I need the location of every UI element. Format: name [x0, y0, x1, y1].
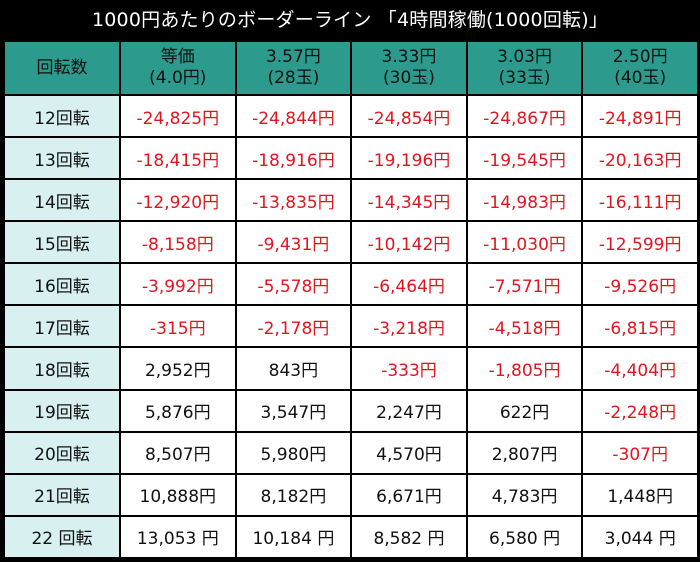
- value-cell: 2,247円: [350, 388, 468, 433]
- value-cell: -14,983円: [465, 178, 584, 223]
- header-rate-name: 3.57円: [265, 47, 321, 67]
- value-cell: -18,415円: [119, 136, 237, 181]
- value-cell: 5,876円: [119, 388, 237, 433]
- value-cell: -11,030円: [465, 220, 584, 265]
- header-rate-detail: (28玉): [267, 68, 320, 88]
- value-cell: -2,178円: [234, 304, 353, 349]
- value-cell: -12,920円: [119, 178, 237, 223]
- value-cell: -3,218円: [350, 304, 468, 349]
- table-row: 17回転 -315円 -2,178円 -3,218円 -4,518円 -6,815円: [3, 304, 699, 349]
- header-rate-detail: (40玉): [614, 68, 667, 88]
- value-cell: 10,184 円: [234, 514, 353, 560]
- value-cell: -9,526円: [581, 262, 699, 307]
- header-rate-detail: (30玉): [383, 68, 435, 88]
- table-row: 13回転 -18,415円 -18,916円 -19,196円 -19,545円 -20,…: [3, 136, 699, 181]
- value-cell: -1,805円: [465, 346, 584, 391]
- value-cell: -4,404円: [581, 346, 699, 391]
- value-cell: 8,507円: [119, 430, 237, 475]
- value-cell: -13,835円: [234, 178, 353, 223]
- row-label: 21回転: [3, 472, 121, 517]
- value-cell: -18,916円: [234, 136, 353, 181]
- value-cell: -12,599円: [581, 220, 699, 265]
- row-label: 13回転: [3, 136, 121, 181]
- value-cell: 2,952円: [119, 346, 237, 391]
- value-cell: 1,448円: [581, 472, 699, 517]
- value-cell: -6,464円: [350, 262, 468, 307]
- value-cell: 8,182円: [234, 472, 353, 517]
- value-cell: -9,431円: [234, 220, 353, 265]
- value-cell: -307円: [581, 430, 699, 475]
- row-label: 20回転: [3, 430, 121, 475]
- table-row: 20回転 8,507円 5,980円 4,570円 2,807円 -307円: [3, 430, 699, 475]
- value-cell: 3,547円: [234, 388, 353, 433]
- value-cell: 4,570円: [350, 430, 468, 475]
- table-row: 22 回転 13,053 円 10,184 円 8,582 円 6,580 円 3,044…: [3, 514, 699, 560]
- value-cell: -14,345円: [350, 178, 468, 223]
- value-cell: 622円: [465, 388, 584, 433]
- header-rate-col: 2.50円 (40玉): [581, 40, 699, 96]
- value-cell: -24,854円: [350, 93, 468, 139]
- header-rate-col: 3.57円 (28玉): [234, 40, 353, 96]
- value-cell: 843円: [234, 346, 353, 391]
- value-cell: -2,248円: [581, 388, 699, 433]
- table-header-row: 回転数 等価 (4.0円) 3.57円 (28玉) 3.33円 (30玉) 3.…: [3, 40, 699, 96]
- table-row: 19回転 5,876円 3,547円 2,247円 622円 -2,248円: [3, 388, 699, 433]
- value-cell: 3,044 円: [581, 514, 699, 560]
- row-label: 16回転: [3, 262, 121, 307]
- value-cell: 6,671円: [350, 472, 468, 517]
- header-rotations: 回転数: [3, 40, 121, 96]
- value-cell: -4,518円: [465, 304, 584, 349]
- page-title: 1000円あたりのボーダーライン 「4時間稼働(1000回転)」: [91, 9, 609, 31]
- value-cell: -315円: [119, 304, 237, 349]
- value-cell: -20,163円: [581, 136, 699, 181]
- value-cell: -24,891円: [581, 93, 699, 139]
- row-label: 15回転: [3, 220, 121, 265]
- value-cell: -24,844円: [234, 93, 353, 139]
- value-cell: -3,992円: [119, 262, 237, 307]
- header-rate-col: 3.03円 (33玉): [465, 40, 584, 96]
- border-line-table: 回転数 等価 (4.0円) 3.57円 (28玉) 3.33円 (30玉) 3.…: [3, 40, 699, 560]
- row-label: 14回転: [3, 178, 121, 223]
- value-cell: -10,142円: [350, 220, 468, 265]
- header-rate-name: 3.03円: [497, 47, 552, 67]
- table-row: 21回転 10,888円 8,182円 6,671円 4,783円 1,448円: [3, 472, 699, 517]
- row-label: 12回転: [3, 93, 121, 139]
- value-cell: 5,980円: [234, 430, 353, 475]
- value-cell: -6,815円: [581, 304, 699, 349]
- header-rate-name: 3.33円: [381, 47, 437, 67]
- row-label: 17回転: [3, 304, 121, 349]
- header-rate-detail: (33玉): [498, 68, 551, 88]
- table-row: 18回転 2,952円 843円 -333円 -1,805円 -4,404円: [3, 346, 699, 391]
- value-cell: -24,825円: [119, 93, 237, 139]
- value-cell: 4,783円: [465, 472, 584, 517]
- table-row: 14回転 -12,920円 -13,835円 -14,345円 -14,983円 -16,…: [3, 178, 699, 223]
- header-rate-name: 2.50円: [612, 47, 668, 67]
- value-cell: -8,158円: [119, 220, 237, 265]
- header-rate-col: 等価 (4.0円): [119, 40, 237, 96]
- value-cell: -19,545円: [465, 136, 584, 181]
- row-label: 22 回転: [3, 514, 121, 560]
- value-cell: 8,582 円: [350, 514, 468, 560]
- value-cell: -5,578円: [234, 262, 353, 307]
- value-cell: -19,196円: [350, 136, 468, 181]
- header-rate-detail: (4.0円): [149, 68, 207, 88]
- table-row: 15回転 -8,158円 -9,431円 -10,142円 -11,030円 -12,59…: [3, 220, 699, 265]
- header-rate-name: 等価: [160, 47, 195, 67]
- row-label: 18回転: [3, 346, 121, 391]
- header-rate-col: 3.33円 (30玉): [350, 40, 468, 96]
- value-cell: -7,571円: [465, 262, 584, 307]
- value-cell: 2,807円: [465, 430, 584, 475]
- value-cell: -333円: [350, 346, 468, 391]
- value-cell: 13,053 円: [119, 514, 237, 560]
- value-cell: 10,888円: [119, 472, 237, 517]
- table-row: 16回転 -3,992円 -5,578円 -6,464円 -7,571円 -9,526円: [3, 262, 699, 307]
- value-cell: -16,111円: [581, 178, 699, 223]
- value-cell: -24,867円: [465, 93, 584, 139]
- value-cell: 6,580 円: [465, 514, 584, 560]
- table-row: 12回転 -24,825円 -24,844円 -24,854円 -24,867円 -24,…: [3, 93, 699, 139]
- row-label: 19回転: [3, 388, 121, 433]
